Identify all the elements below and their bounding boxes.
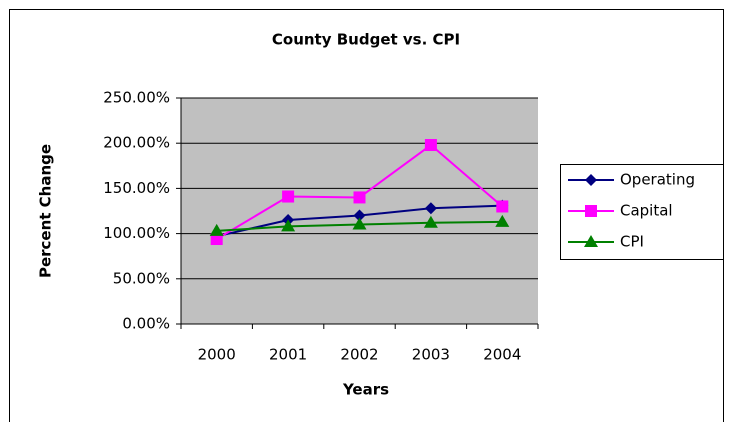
marker	[210, 233, 223, 246]
y-axis-label: Percent Change	[37, 144, 55, 278]
x-tick-label: 2000	[198, 346, 236, 364]
y-tick-label: 150.00%	[103, 179, 170, 197]
legend-label: Operating	[620, 171, 695, 189]
x-tick-label: 2004	[483, 346, 521, 364]
x-axis-label: Years	[342, 381, 389, 399]
y-tick-label: 50.00%	[113, 269, 170, 287]
marker	[353, 191, 366, 204]
marker	[352, 217, 367, 230]
marker	[585, 205, 597, 217]
marker	[585, 174, 597, 186]
marker	[353, 209, 366, 222]
y-tick-label: 100.00%	[103, 224, 170, 242]
marker	[424, 139, 437, 152]
chart-title: County Budget vs. CPI	[272, 31, 460, 49]
y-tick-label: 0.00%	[122, 315, 170, 333]
marker	[209, 223, 224, 236]
x-tick-label: 2001	[269, 346, 307, 364]
y-tick-label: 200.00%	[103, 134, 170, 152]
marker	[496, 200, 509, 213]
legend-label: Capital	[620, 202, 673, 220]
legend-label: CPI	[620, 233, 644, 251]
x-tick-label: 2002	[340, 346, 378, 364]
x-tick-label: 2003	[412, 346, 450, 364]
marker	[281, 219, 296, 232]
y-tick-label: 250.00%	[103, 89, 170, 107]
marker	[424, 202, 437, 215]
marker	[495, 214, 510, 227]
marker	[584, 235, 598, 247]
marker	[423, 215, 438, 228]
marker	[282, 190, 295, 203]
